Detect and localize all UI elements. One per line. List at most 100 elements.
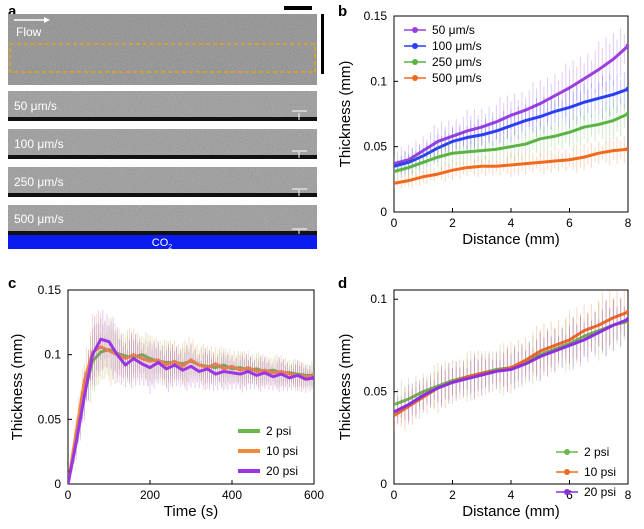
series-end-point [625, 111, 628, 117]
legend-marker [412, 75, 418, 81]
strip-50: 50 μm/s [8, 91, 317, 121]
flow-label: Flow [16, 25, 42, 39]
legend-label: 100 μm/s [432, 39, 482, 53]
film-layer [8, 193, 317, 197]
y-tick-label: 0.1 [370, 292, 387, 306]
film-layer [8, 155, 317, 159]
x-tick-label: 0 [391, 488, 398, 502]
legend-label: 50 μm/s [432, 23, 475, 37]
legend-entry: 10 psi [238, 444, 298, 458]
strip-500: 500 μm/s [8, 205, 317, 235]
legend-marker [564, 449, 570, 455]
film-layer [8, 117, 317, 121]
legend-marker [412, 43, 418, 49]
panel-label-c: c [8, 275, 16, 292]
x-tick-label: 4 [508, 216, 515, 230]
series-end-point [625, 309, 628, 315]
y-tick-label: 0.05 [38, 412, 62, 426]
strip-label: 250 μm/s [14, 175, 64, 189]
y-tick-label: 0.15 [364, 9, 388, 23]
y-tick-label: 0.05 [364, 385, 388, 399]
legend-entry: 20 psi [556, 485, 616, 499]
y-tick-label: 0.1 [370, 74, 387, 88]
strip-label: 50 μm/s [14, 99, 57, 113]
x-tick-label: 600 [304, 488, 324, 502]
series-250-m-s [394, 98, 628, 180]
x-tick-label: 6 [566, 488, 573, 502]
flow-arrowhead-icon [44, 17, 50, 23]
series-20-psi [68, 309, 314, 484]
series-end-point [625, 86, 628, 92]
chart-d: 0 2 4 6 8 0 0.05 0.1 Distance (mm) Thickness (mm)… [337, 289, 632, 520]
legend-label: 10 psi [584, 465, 616, 479]
series-100-m-s [394, 72, 628, 176]
x-tick-label: 6 [566, 216, 573, 230]
panel-label-b: b [338, 3, 347, 20]
legend-label: 20 psi [584, 485, 616, 499]
co2-label: CO2 [152, 237, 173, 251]
legend-entry: 20 psi [238, 464, 298, 478]
legend-entry: 2 psi [556, 445, 609, 459]
chart-b: 0 2 4 6 8 0 0.05 0.1 0.15 Distance (mm) Thickness … [337, 9, 632, 248]
series-line [394, 112, 628, 173]
x-tick-label: 2 [449, 488, 456, 502]
y-axis-label: Thickness (mm) [337, 61, 354, 168]
x-axis-label: Time (s) [164, 503, 218, 520]
legend-label: 500 μm/s [432, 71, 482, 85]
series-20-psi [394, 298, 628, 425]
y-tick-label: 0 [380, 205, 387, 219]
strip-label: 500 μm/s [14, 212, 64, 226]
x-tick-label: 2 [449, 216, 456, 230]
legend-label: 10 psi [266, 444, 298, 458]
y-tick-label: 0.15 [38, 283, 62, 297]
y-tick-label: 0 [380, 477, 387, 491]
series-10-psi [394, 290, 628, 432]
legend-entry: 100 μm/s [404, 39, 482, 53]
strip-label: 100 μm/s [14, 137, 64, 151]
series-line [394, 318, 628, 414]
series-500-m-s [394, 136, 628, 190]
legend-marker [564, 489, 570, 495]
y-axis-label: Thickness (mm) [337, 334, 354, 441]
series-line [394, 44, 628, 166]
scale-bar-horizontal [284, 6, 312, 10]
strip-250: 250 μm/s [8, 167, 317, 197]
panel-label-a: a [8, 3, 17, 20]
legend-marker [564, 469, 570, 475]
series-line [68, 345, 314, 484]
x-tick-label: 8 [625, 488, 632, 502]
y-tick-label: 0.1 [44, 348, 61, 362]
legend-label: 20 psi [266, 464, 298, 478]
y-tick-label: 0.05 [364, 140, 388, 154]
y-tick-label: 0 [54, 477, 61, 491]
film-layer [8, 231, 317, 235]
x-axis-label: Distance (mm) [462, 503, 560, 520]
panel-a-images: Flow 50 μm/s 100 μm/s 250 μm/s [8, 6, 324, 251]
x-tick-label: 4 [508, 488, 515, 502]
x-tick-label: 200 [140, 488, 160, 502]
co2-bar [8, 235, 317, 249]
plot-frame [67, 289, 315, 485]
legend-entry: 2 psi [238, 424, 291, 438]
y-axis-label: Thickness (mm) [9, 334, 26, 441]
series-end-point [625, 43, 628, 49]
legend-label: 2 psi [266, 424, 291, 438]
legend-entry: 10 psi [556, 465, 616, 479]
scale-bar-vertical [321, 14, 324, 74]
legend-entry: 250 μm/s [404, 55, 482, 69]
legend-label: 250 μm/s [432, 55, 482, 69]
series-end-point [625, 317, 628, 323]
series-line [394, 87, 628, 168]
series-line [394, 147, 628, 185]
series-end-point [311, 375, 314, 381]
legend-entry: 50 μm/s [404, 23, 475, 37]
strip-100: 100 μm/s [8, 129, 317, 159]
series-end-point [625, 146, 628, 152]
legend-label: 2 psi [584, 445, 609, 459]
panel-label-d: d [338, 275, 347, 292]
series-line [68, 337, 314, 484]
image-texture [8, 14, 317, 85]
chart-c: 0 200 400 600 0 0.05 0.1 0.15 Time (s) Thickness … [9, 283, 324, 520]
x-tick-label: 400 [222, 488, 242, 502]
